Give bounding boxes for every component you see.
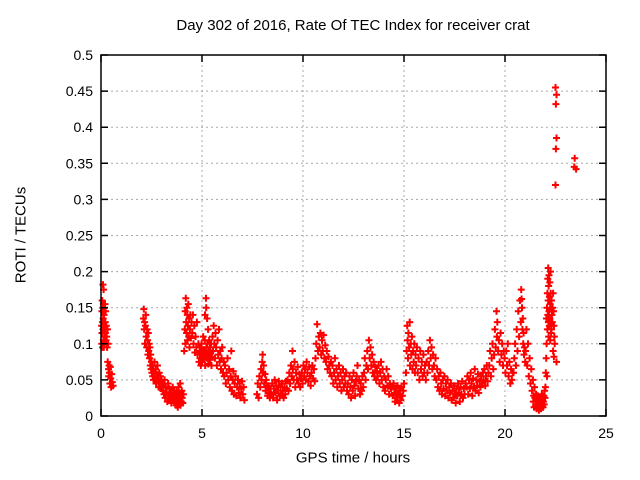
x-tick-label: 10 xyxy=(295,425,311,441)
plot-border xyxy=(100,54,607,417)
x-axis-label: GPS time / hours xyxy=(295,449,411,467)
y-tick-label: 0.45 xyxy=(66,83,93,99)
y-tick-label: 0.35 xyxy=(66,155,93,171)
x-tick-label: 5 xyxy=(198,425,206,441)
data-points xyxy=(98,84,580,414)
y-tick-label: 0.5 xyxy=(74,47,94,63)
x-tick-labels: 0 5 10 15 20 25 xyxy=(97,425,614,441)
chart-title: Day 302 of 2016, Rate Of TEC Index for r… xyxy=(176,17,530,34)
y-tick-label: 0.05 xyxy=(66,372,93,388)
y-tick-label: 0.25 xyxy=(66,228,93,244)
y-tick-label: 0.4 xyxy=(74,119,94,135)
y-tick-label: 0.2 xyxy=(74,264,94,280)
y-tick-label: 0.15 xyxy=(66,300,93,316)
x-tick-label: 15 xyxy=(396,425,412,441)
gridlines xyxy=(101,55,606,416)
y-tick-label: 0 xyxy=(85,408,93,424)
x-tick-label: 20 xyxy=(497,425,513,441)
x-tick-label: 0 xyxy=(97,425,105,441)
y-tick-label: 0.3 xyxy=(74,191,94,207)
y-tick-label: 0.1 xyxy=(74,336,94,352)
y-tick-labels: 0 0.05 0.1 0.15 0.2 0.25 0.3 0.35 0.4 0.45 0.5 xyxy=(66,47,93,424)
x-tick-label: 25 xyxy=(598,425,614,441)
